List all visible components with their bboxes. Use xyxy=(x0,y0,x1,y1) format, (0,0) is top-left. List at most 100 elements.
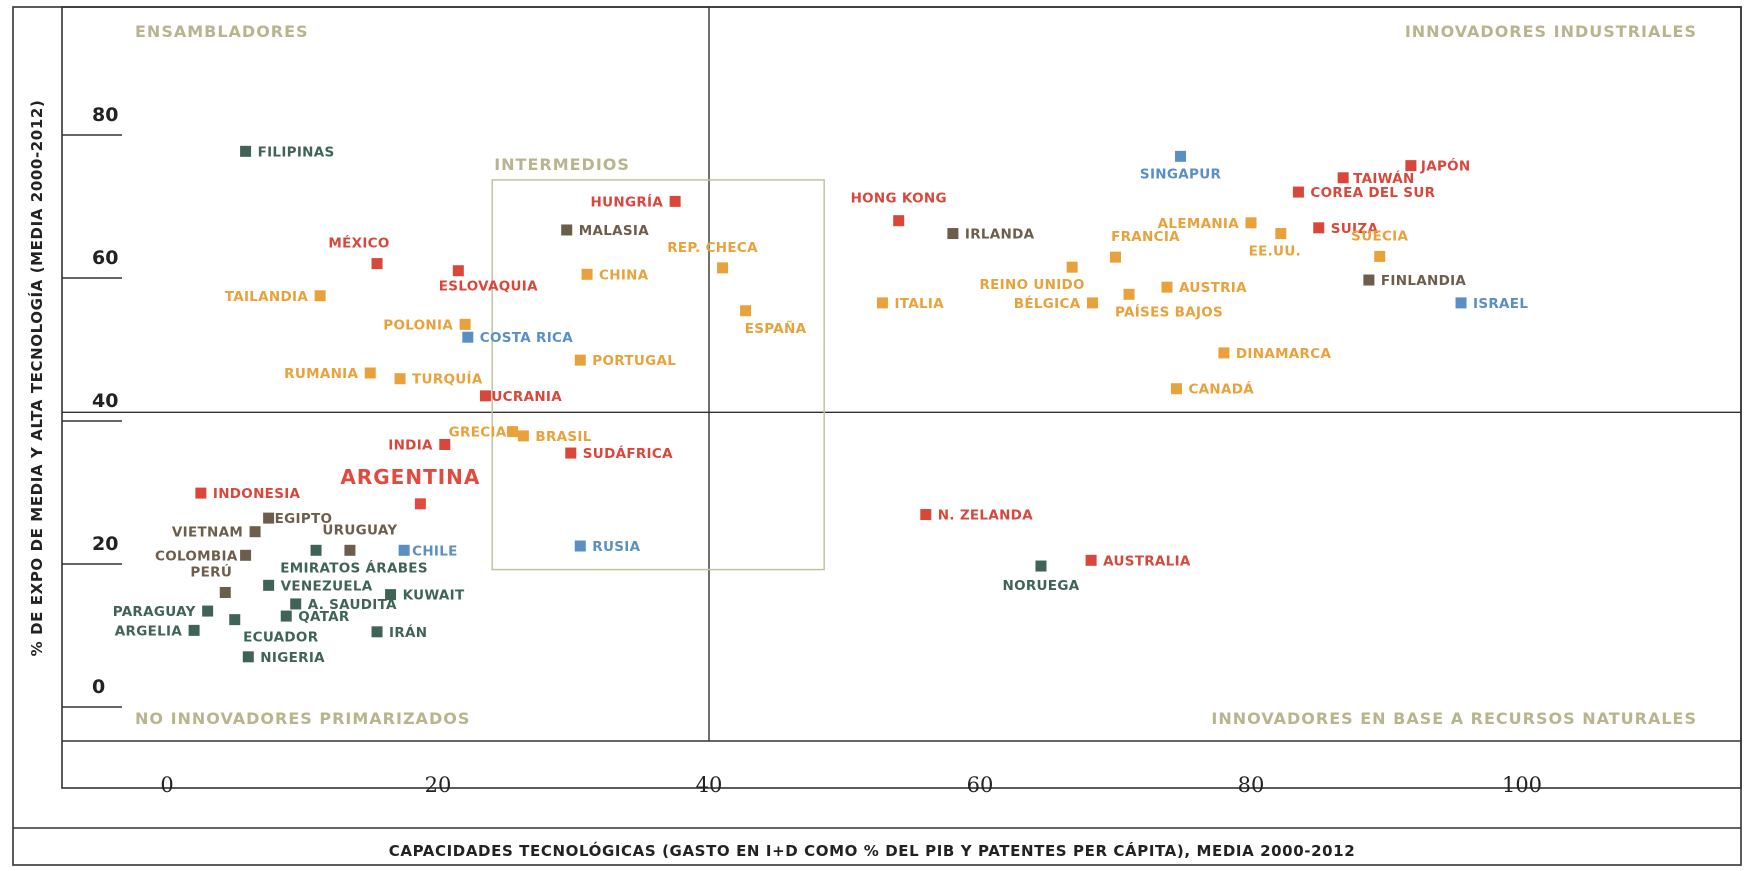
point-label-costa-rica: COSTA RICA xyxy=(480,330,573,346)
point-label-noruega: NORUEGA xyxy=(1002,578,1079,594)
point-label-rumania: RUMANIA xyxy=(284,366,358,382)
y-tick-label: 60 xyxy=(92,247,118,269)
point-rusia xyxy=(574,540,586,552)
point-kuwait xyxy=(385,589,397,601)
point-label-mexico: MÉXICO xyxy=(328,235,389,252)
point-singapur xyxy=(1175,150,1187,162)
point-label-dinamarca: DINAMARCA xyxy=(1236,346,1332,362)
point-ucrania xyxy=(479,390,491,402)
point-brasil xyxy=(517,430,529,442)
point-label-ucrania: UCRANIA xyxy=(491,389,562,405)
point-belgica xyxy=(1086,297,1098,309)
point-malasia xyxy=(561,224,573,236)
point-label-alemania: ALEMANIA xyxy=(1158,216,1240,232)
point-label-qatar: QATAR xyxy=(298,609,350,625)
point-label-kuwait: KUWAIT xyxy=(403,588,465,604)
point-finlandia xyxy=(1363,274,1375,286)
point-eslovaquia xyxy=(452,265,464,277)
point-vietnam xyxy=(249,526,261,538)
point-noruega xyxy=(1035,560,1047,572)
point-label-finlandia: FINLANDIA xyxy=(1381,273,1467,289)
data-points: FILIPINAS MÉXICO ESLOVAQUIA TAILANDIA POLONI… xyxy=(113,144,1528,666)
point-label-venezuela: VENEZUELA xyxy=(281,578,373,594)
point-emiratos-arabes xyxy=(310,544,322,556)
point-egipto xyxy=(263,512,275,524)
x-axis-title: CAPACIDADES TECNOLÓGICAS (GASTO EN I+D C… xyxy=(389,841,1355,860)
point-label-malasia: MALASIA xyxy=(579,223,649,239)
point-label-irlanda: IRLANDA xyxy=(965,227,1035,243)
x-tick-label: 100 xyxy=(1502,773,1542,797)
point-ecuador xyxy=(229,614,241,626)
point-argelia xyxy=(188,624,200,636)
point-label-suecia: SUECIA xyxy=(1351,228,1408,244)
point-label-ee-uu: EE.UU. xyxy=(1249,244,1301,260)
point-label-austria: AUSTRIA xyxy=(1179,280,1247,296)
axis-ticks: 0 20 40 60 80 0 20 40 60 80 100 xyxy=(62,104,1542,797)
point-label-hong-kong: HONG KONG xyxy=(851,191,947,207)
point-label-brasil: BRASIL xyxy=(535,429,591,445)
point-label-iran: IRÁN xyxy=(389,624,427,641)
point-label-n-zelanda: N. ZELANDA xyxy=(938,508,1033,524)
intermediate-box xyxy=(491,179,825,571)
point-venezuela xyxy=(263,579,275,591)
x-tick-label: 0 xyxy=(160,773,173,797)
point-italia xyxy=(876,297,888,309)
point-label-rep-checa: REP. CHECA xyxy=(667,240,758,256)
point-argentina xyxy=(414,498,426,510)
point-label-ecuador: ECUADOR xyxy=(243,630,319,646)
point-japon xyxy=(1405,160,1417,172)
outer-frame xyxy=(12,6,1742,866)
point-label-portugal: PORTUGAL xyxy=(592,353,676,369)
point-label-rusia: RUSIA xyxy=(592,539,640,555)
point-dinamarca xyxy=(1218,347,1230,359)
point-label-belgica: BÉLGICA xyxy=(1014,295,1081,312)
point-polonia xyxy=(459,318,471,330)
point-label-filipinas: FILIPINAS xyxy=(258,144,335,160)
x-tick-label: 60 xyxy=(967,773,994,797)
point-suecia xyxy=(1374,250,1386,262)
point-n-zelanda xyxy=(920,509,932,521)
y-tick-label: 0 xyxy=(92,676,105,698)
intermediate-box-label: INTERMEDIOS xyxy=(494,155,630,174)
point-label-reino-unido: REINO UNIDO xyxy=(979,277,1084,293)
point-mexico xyxy=(371,258,383,270)
point-hong-kong xyxy=(893,215,905,227)
point-corea-del-sur xyxy=(1292,186,1304,198)
point-australia xyxy=(1085,554,1097,566)
point-india xyxy=(439,438,451,450)
point-label-paraguay: PARAGUAY xyxy=(113,604,196,620)
point-qatar xyxy=(280,610,292,622)
point-turquia xyxy=(394,373,406,385)
point-austria xyxy=(1161,281,1173,293)
point-label-chile: CHILE xyxy=(412,543,458,559)
point-label-israel: ISRAEL xyxy=(1473,296,1528,312)
x-tick-label: 80 xyxy=(1238,773,1265,797)
point-label-vietnam: VIETNAM xyxy=(172,525,243,541)
point-label-uruguay: URUGUAY xyxy=(322,522,397,538)
point-china xyxy=(581,268,593,280)
point-a-saudita xyxy=(290,598,302,610)
point-taiwan xyxy=(1337,172,1349,184)
point-costa-rica xyxy=(462,331,474,343)
point-uruguay xyxy=(344,544,356,556)
point-israel xyxy=(1455,297,1467,309)
point-nigeria xyxy=(242,651,254,663)
point-label-nigeria: NIGERIA xyxy=(260,650,325,666)
point-label-canada: CANADÁ xyxy=(1188,381,1254,398)
point-label-peru: PERÚ xyxy=(190,562,232,580)
point-label-emiratos-arabes: EMIRATOS ÁRABES xyxy=(280,559,428,576)
point-label-colombia: COLOMBIA xyxy=(155,548,238,564)
point-label-hungria: HUNGRÍA xyxy=(591,193,664,210)
point-label-india: INDIA xyxy=(388,437,433,453)
point-label-polonia: POLONIA xyxy=(383,317,453,333)
point-iran xyxy=(371,626,383,638)
point-colombia xyxy=(240,549,252,561)
x-tick-label: 40 xyxy=(696,773,723,797)
point-peru xyxy=(219,586,231,598)
y-tick-label: 20 xyxy=(92,533,118,555)
point-label-italia: ITALIA xyxy=(894,296,944,312)
point-label-sudafrica: SUDÁFRICA xyxy=(583,445,673,462)
point-portugal xyxy=(574,354,586,366)
point-grecia xyxy=(507,426,519,438)
point-label-grecia: GRECIA xyxy=(449,425,507,441)
